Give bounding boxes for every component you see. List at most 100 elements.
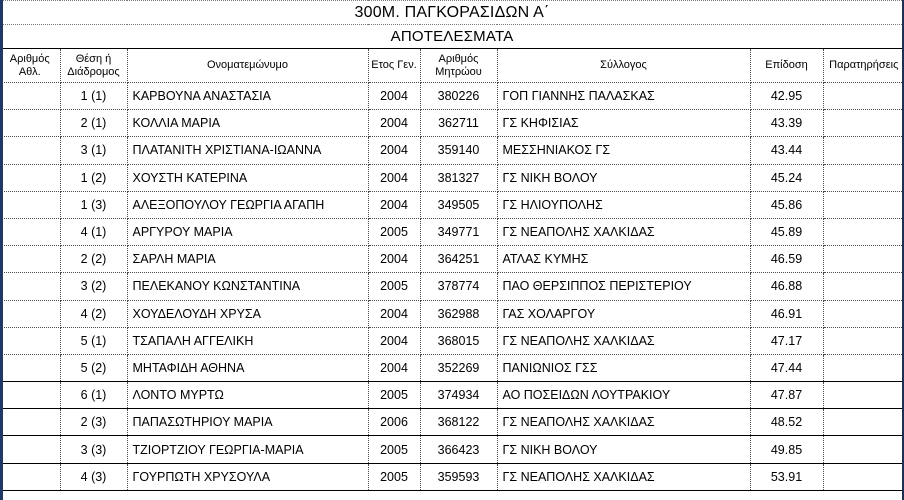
cell-birth-year: 2004 [368, 354, 421, 383]
cell-notes [823, 272, 904, 301]
cell-registry-number: 352269 [420, 354, 498, 383]
column-header-registry-number-line2: Μητρώου [435, 65, 482, 78]
page-title: 300Μ. ΠΑΓΚΟΡΑΣΙΔΩΝ Α΄ [0, 0, 904, 25]
cell-full-name: ΓΟΥΡΠΩΤΗ ΧΡΥΣΟΥΛΑ [127, 463, 369, 491]
cell-notes [823, 435, 904, 464]
cell-position-lane: 4 (2) [60, 300, 128, 328]
cell-full-name: ΑΡΓΥΡΟΥ ΜΑΡΙΑ [127, 218, 369, 247]
cell-full-name: ΜΗΤΑΦΙΔΗ ΑΘΗΝΑ [127, 354, 369, 383]
cell-full-name: ΤΣΑΠΑΛΗ ΑΓΓΕΛΙΚΗ [127, 327, 369, 355]
cell-club: ΓΣ ΚΗΦΙΣΙΑΣ [497, 109, 751, 138]
cell-full-name: ΧΟΥΔΕΛΟΥΔΗ ΧΡΥΣΑ [127, 300, 369, 328]
cell-performance: 53.91 [750, 463, 824, 491]
cell-position-lane: 3 (1) [60, 136, 128, 165]
cell-registry-number: 362711 [420, 109, 498, 138]
table-row: 6 (1) ΛΟΝΤΟ ΜΥΡΤΩ 2005 374934 ΑΟ ΠΟΣΕΙΔΩΝ ΛΟ… [0, 381, 904, 410]
cell-performance: 47.44 [750, 354, 824, 383]
cell-position-lane: 1 (2) [60, 164, 128, 192]
column-header-registry-number-line1: Αριθμός [438, 52, 479, 65]
table-row: 1 (3) ΑΛΕΞΟΠΟΥΛΟΥ ΓΕΩΡΓΙΑ ΑΓΑΠΗ 2004 349505… [0, 191, 904, 219]
cell-athlete-number [0, 463, 61, 491]
table-row: 5 (2) ΜΗΤΑΦΙΔΗ ΑΘΗΝΑ 2004 352269 ΠΑΝΙΩΝΙΟΣ Γ… [0, 354, 904, 383]
cell-performance: 43.44 [750, 136, 824, 165]
table-row: 4 (3) ΓΟΥΡΠΩΤΗ ΧΡΥΣΟΥΛΑ 2005 359593 ΓΣ ΝΕΑΠΟ… [0, 463, 904, 491]
cell-performance: 45.24 [750, 164, 824, 192]
cell-notes [823, 245, 904, 274]
cell-athlete-number [0, 218, 61, 247]
cell-position-lane: 5 (2) [60, 354, 128, 383]
cell-athlete-number [0, 109, 61, 138]
cell-athlete-number [0, 136, 61, 165]
cell-club: ΠΑΟ ΘΕΡΣΙΠΠΟΣ ΠΕΡΙΣΤΕΡΙΟΥ [497, 272, 751, 301]
cell-club: ΑΤΛΑΣ ΚΥΜΗΣ [497, 245, 751, 274]
page-subtitle: ΑΠΟΤΕΛΕΣΜΑΤΑ [0, 24, 904, 49]
cell-club: ΓΣ ΝΕΑΠΟΛΗΣ ΧΑΛΚΙΔΑΣ [497, 218, 751, 247]
cell-birth-year: 2004 [368, 327, 421, 355]
cell-notes [823, 164, 904, 192]
table-row: 2 (1) ΚΟΛΛΙΑ ΜΑΡΙΑ 2004 362711 ΓΣ ΚΗΦΙΣΙΑΣ 43… [0, 109, 904, 138]
cell-notes [823, 300, 904, 328]
cell-notes [823, 327, 904, 355]
cell-birth-year: 2004 [368, 300, 421, 328]
right-frame-border [902, 0, 904, 500]
cell-athlete-number [0, 272, 61, 301]
cell-birth-year: 2004 [368, 164, 421, 192]
cell-registry-number: 378774 [420, 272, 498, 301]
cell-performance: 43.39 [750, 109, 824, 138]
column-header-full-name: Ονοματεμώνυμο [127, 48, 369, 83]
cell-club: ΓΑΣ ΧΟΛΑΡΓΟΥ [497, 300, 751, 328]
cell-birth-year: 2005 [368, 272, 421, 301]
cell-position-lane: 1 (3) [60, 191, 128, 219]
cell-registry-number: 368015 [420, 327, 498, 355]
table-body: 1 (1) ΚΑΡΒΟΥΝΑ ΑΝΑΣΤΑΣΙΑ 2004 380226 ΓΟΠ ΓΙΑ… [0, 82, 904, 491]
cell-full-name: ΧΟΥΣΤΗ ΚΑΤΕΡΙΝΑ [127, 164, 369, 192]
table-row: 2 (3) ΠΑΠΑΣΩΤΗΡΙΟΥ ΜΑΡΙΑ 2006 368122 ΓΣ ΝΕΑΠ… [0, 408, 904, 437]
cell-athlete-number [0, 245, 61, 274]
column-header-position-lane-line2: Διάδρομος [67, 65, 120, 78]
cell-birth-year: 2006 [368, 408, 421, 437]
cell-performance: 48.52 [750, 408, 824, 437]
table-row: 5 (1) ΤΣΑΠΑΛΗ ΑΓΓΕΛΙΚΗ 2004 368015 ΓΣ ΝΕΑΠΟΛ… [0, 327, 904, 355]
cell-registry-number: 349505 [420, 191, 498, 219]
cell-position-lane: 3 (3) [60, 435, 128, 464]
cell-athlete-number [0, 408, 61, 437]
cell-performance: 45.89 [750, 218, 824, 247]
cell-position-lane: 4 (3) [60, 463, 128, 491]
cell-full-name: ΠΛΑΤΑΝΙΤΗ ΧΡΙΣΤΙΑΝΑ-ΙΩΑΝΝΑ [127, 136, 369, 165]
cell-registry-number: 359593 [420, 463, 498, 491]
left-frame-border [0, 0, 3, 500]
table-row: 2 (2) ΣΑΡΛΗ ΜΑΡΙΑ 2004 364251 ΑΤΛΑΣ ΚΥΜΗΣ 46.… [0, 245, 904, 274]
cell-performance: 47.17 [750, 327, 824, 355]
cell-full-name: ΑΛΕΞΟΠΟΥΛΟΥ ΓΕΩΡΓΙΑ ΑΓΑΠΗ [127, 191, 369, 219]
cell-performance: 49.85 [750, 435, 824, 464]
column-header-club: Σύλλογος [497, 48, 751, 83]
column-header-birth-year: Ετος Γεν. [368, 48, 421, 83]
cell-notes [823, 82, 904, 111]
cell-position-lane: 2 (1) [60, 109, 128, 138]
cell-registry-number: 381327 [420, 164, 498, 192]
cell-performance: 45.86 [750, 191, 824, 219]
cell-notes [823, 191, 904, 219]
cell-club: ΓΣ ΝΕΑΠΟΛΗΣ ΧΑΛΚΙΔΑΣ [497, 463, 751, 491]
table-row: 4 (1) ΑΡΓΥΡΟΥ ΜΑΡΙΑ 2005 349771 ΓΣ ΝΕΑΠΟΛΗΣ … [0, 218, 904, 247]
cell-club: ΓΣ ΝΕΑΠΟΛΗΣ ΧΑΛΚΙΔΑΣ [497, 408, 751, 437]
cell-birth-year: 2004 [368, 245, 421, 274]
cell-position-lane: 2 (3) [60, 408, 128, 437]
cell-club: ΑΟ ΠΟΣΕΙΔΩΝ ΛΟΥΤΡΑΚΙΟΥ [497, 381, 751, 410]
cell-performance: 46.91 [750, 300, 824, 328]
cell-birth-year: 2005 [368, 381, 421, 410]
cell-registry-number: 362988 [420, 300, 498, 328]
cell-notes [823, 408, 904, 437]
cell-full-name: ΚΑΡΒΟΥΝΑ ΑΝΑΣΤΑΣΙΑ [127, 82, 369, 111]
cell-registry-number: 366423 [420, 435, 498, 464]
cell-club: ΓΣ ΗΛΙΟΥΠΟΛΗΣ [497, 191, 751, 219]
cell-notes [823, 354, 904, 383]
cell-full-name: ΠΕΛΕΚΑΝΟΥ ΚΩΝΣΤΑΝΤΙΝΑ [127, 272, 369, 301]
table-header-row: Αριθμός Αθλ. Θέση ή Διάδρομος Ονοματεμών… [0, 48, 904, 83]
cell-athlete-number [0, 354, 61, 383]
column-header-athlete-number: Αριθμός Αθλ. [0, 48, 61, 83]
cell-birth-year: 2005 [368, 435, 421, 464]
cell-position-lane: 2 (2) [60, 245, 128, 274]
cell-performance: 42.95 [750, 82, 824, 111]
